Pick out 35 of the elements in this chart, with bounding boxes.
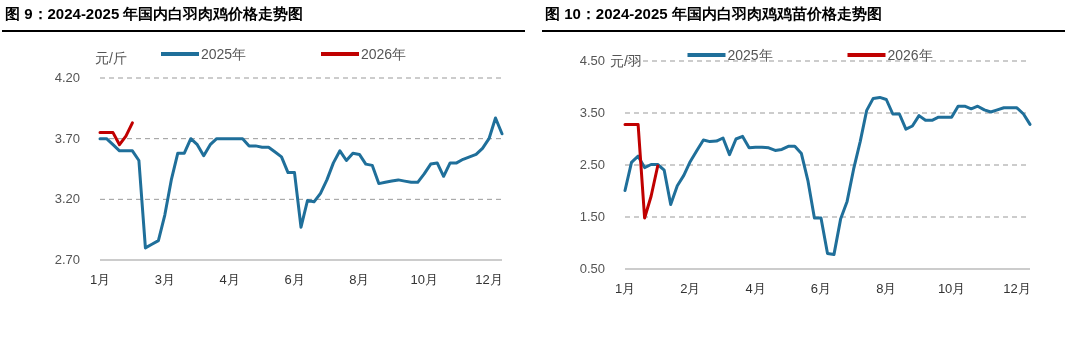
chart-title: 图 10：2024-2025 年国内白羽肉鸡鸡苗价格走势图 <box>545 5 882 22</box>
legend-label: 2026年 <box>887 47 933 63</box>
y-tick-label: 4.50 <box>579 53 605 68</box>
y-tick-label: 0.50 <box>579 261 605 276</box>
y-tick-label: 1.50 <box>579 209 605 224</box>
y-tick-label: 2.50 <box>579 157 605 172</box>
y-axis-title: 元/斤 <box>95 50 127 66</box>
x-tick-label: 10月 <box>410 272 438 287</box>
x-tick-label: 1月 <box>89 272 111 287</box>
x-tick-label: 8月 <box>876 281 897 296</box>
legend-label: 2025年 <box>727 47 773 63</box>
line-series <box>623 95 1032 256</box>
legend-label: 2026年 <box>361 46 407 62</box>
y-tick-label: 4.20 <box>54 70 80 85</box>
chart-title: 图 9：2024-2025 年国内白羽肉鸡价格走势图 <box>5 5 304 22</box>
line-series <box>98 116 504 250</box>
line-series <box>623 122 660 220</box>
x-tick-label: 4月 <box>745 281 766 296</box>
x-tick-label: 4月 <box>219 272 240 287</box>
x-tick-label: 12月 <box>1003 281 1031 296</box>
x-tick-label: 3月 <box>154 272 175 287</box>
y-axis-title: 元/羽 <box>610 53 642 69</box>
x-tick-label: 1月 <box>614 281 636 296</box>
x-tick-label: 10月 <box>937 281 966 296</box>
x-tick-label: 6月 <box>284 272 305 287</box>
x-tick-label: 6月 <box>810 281 832 296</box>
x-tick-label: 12月 <box>475 272 503 287</box>
legend-label: 2025年 <box>201 46 247 62</box>
y-tick-label: 3.20 <box>54 191 80 207</box>
x-tick-label: 2月 <box>680 281 701 296</box>
x-tick-label: 8月 <box>349 272 370 287</box>
line-series <box>98 121 134 147</box>
y-tick-label: 3.70 <box>54 130 80 146</box>
y-tick-label: 3.50 <box>579 105 605 120</box>
y-tick-label: 2.70 <box>54 252 80 267</box>
